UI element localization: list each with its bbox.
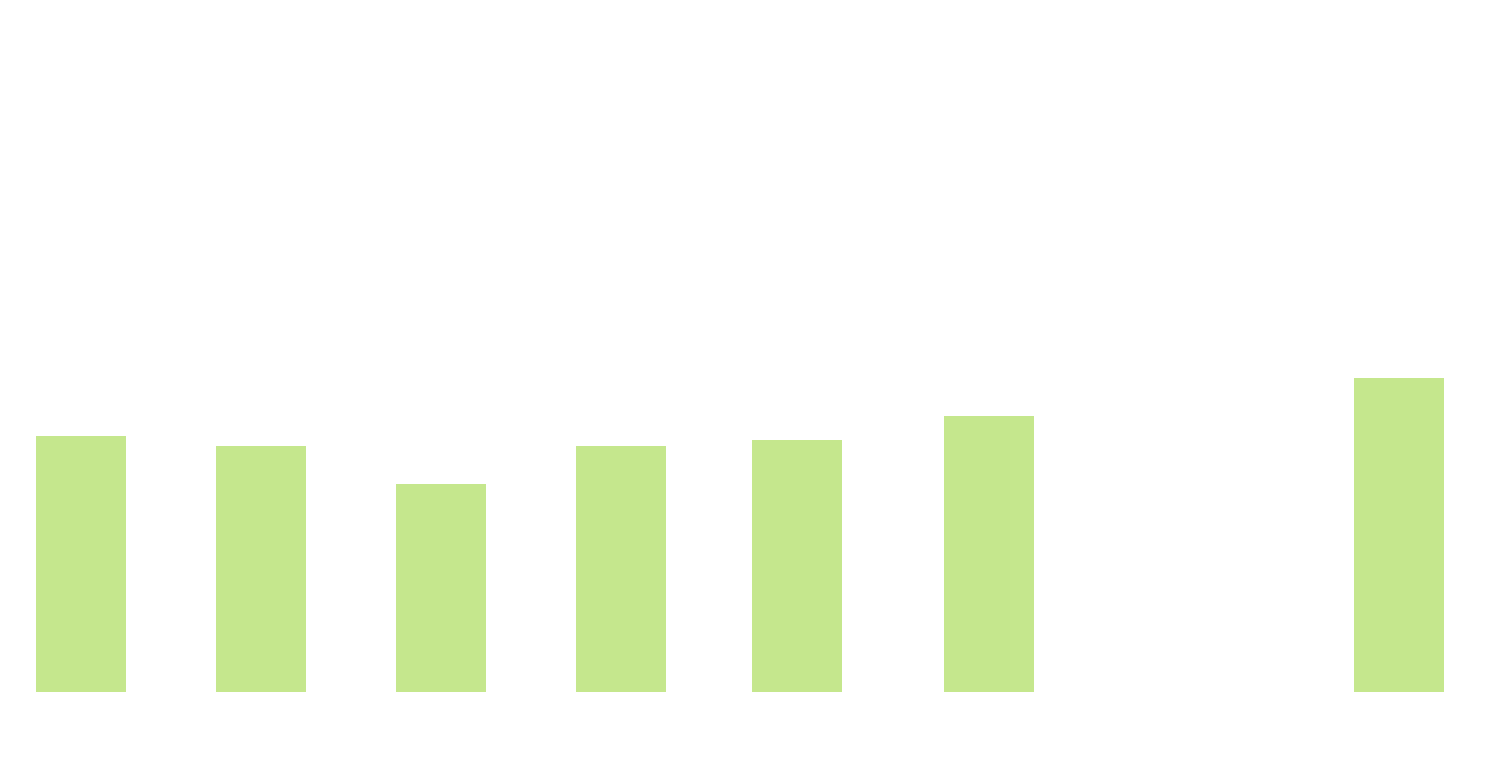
bar-5	[752, 440, 842, 692]
bar-6	[944, 416, 1034, 692]
bar-1	[36, 436, 126, 692]
bar-2	[216, 446, 306, 692]
bar-4	[576, 446, 666, 692]
bar-group	[36, 378, 1444, 692]
bar-8	[1354, 378, 1444, 692]
bar-3	[396, 484, 486, 692]
